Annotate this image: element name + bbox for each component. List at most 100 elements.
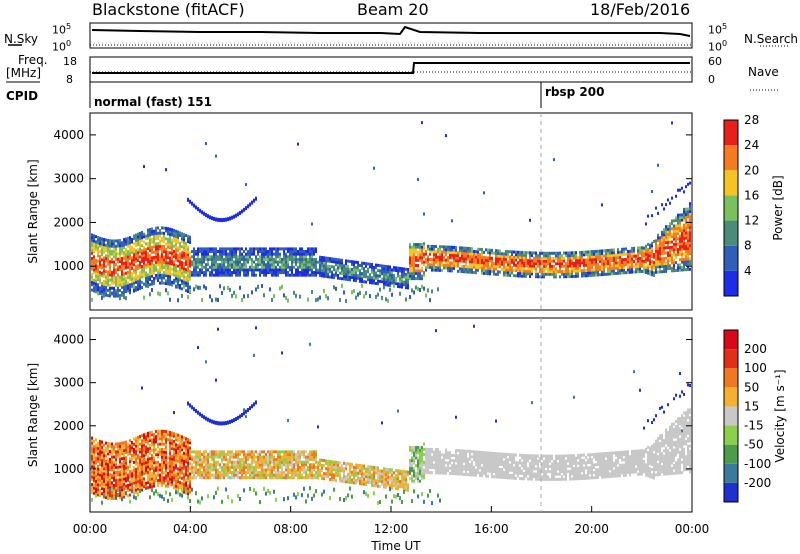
data-cell bbox=[149, 272, 151, 276]
data-cell bbox=[303, 265, 305, 269]
data-cell bbox=[111, 496, 113, 500]
data-cell bbox=[389, 278, 391, 282]
data-cell bbox=[197, 499, 199, 504]
data-cell bbox=[535, 262, 537, 266]
data-cell bbox=[523, 261, 525, 265]
data-cell bbox=[145, 258, 147, 262]
data-cell bbox=[157, 437, 159, 441]
data-cell bbox=[323, 258, 325, 262]
data-cell bbox=[147, 460, 149, 464]
data-cell bbox=[175, 274, 177, 278]
data-cell bbox=[243, 273, 245, 277]
data-cell bbox=[487, 248, 489, 252]
data-cell bbox=[141, 441, 143, 445]
data-cell bbox=[315, 265, 317, 269]
data-cell bbox=[255, 476, 257, 480]
data-cell bbox=[561, 254, 563, 258]
data-cell bbox=[177, 449, 179, 453]
data-cell bbox=[243, 455, 245, 459]
data-cell bbox=[579, 266, 581, 270]
data-cell bbox=[165, 479, 167, 483]
data-cell bbox=[227, 420, 229, 425]
data-cell bbox=[203, 455, 205, 459]
data-cell bbox=[223, 286, 225, 291]
data-cell bbox=[161, 452, 163, 456]
data-cell bbox=[271, 473, 273, 477]
data-cell bbox=[211, 463, 213, 467]
data-cell bbox=[217, 473, 219, 477]
data-cell bbox=[665, 230, 667, 234]
data-cell bbox=[257, 247, 259, 251]
data-cell bbox=[133, 260, 135, 264]
data-cell bbox=[287, 298, 289, 303]
data-cell bbox=[273, 268, 275, 272]
data-cell bbox=[125, 445, 127, 449]
data-cell bbox=[495, 254, 497, 258]
data-cell bbox=[243, 463, 245, 467]
data-cell bbox=[153, 435, 155, 439]
data-cell bbox=[465, 249, 467, 253]
data-cell bbox=[143, 482, 145, 486]
data-cell bbox=[161, 460, 163, 464]
data-cell bbox=[409, 250, 411, 254]
data-cell bbox=[491, 269, 493, 273]
data-cell bbox=[111, 249, 113, 253]
data-cell bbox=[393, 283, 395, 288]
data-cell bbox=[169, 443, 171, 447]
data-cell bbox=[169, 477, 171, 481]
data-cell bbox=[645, 250, 647, 254]
data-cell bbox=[271, 268, 273, 272]
data-cell bbox=[619, 266, 621, 270]
data-cell bbox=[93, 473, 95, 477]
data-cell bbox=[161, 440, 163, 444]
data-cell bbox=[377, 279, 379, 283]
data-cell bbox=[149, 283, 151, 287]
data-cell bbox=[255, 468, 257, 472]
data-cell bbox=[657, 211, 659, 215]
data-cell bbox=[347, 270, 349, 274]
data-cell bbox=[581, 274, 583, 278]
data-cell bbox=[473, 255, 475, 259]
data-cell bbox=[127, 473, 129, 477]
data-cell bbox=[565, 275, 567, 279]
data-cell bbox=[375, 274, 377, 278]
data-cell bbox=[135, 286, 137, 290]
data-cell bbox=[149, 495, 151, 500]
data-cell bbox=[161, 465, 163, 469]
data-cell bbox=[169, 259, 171, 263]
data-cell bbox=[147, 465, 149, 469]
data-cell bbox=[137, 461, 139, 465]
data-cell bbox=[485, 269, 487, 273]
data-cell bbox=[281, 463, 283, 467]
data-cell bbox=[103, 469, 105, 473]
data-cell bbox=[149, 470, 151, 474]
data-cell bbox=[573, 269, 575, 273]
data-cell bbox=[139, 273, 141, 277]
data-cell bbox=[623, 271, 625, 275]
data-cell bbox=[115, 281, 117, 285]
data-cell bbox=[419, 250, 421, 254]
data-cell bbox=[199, 412, 201, 417]
data-cell bbox=[265, 273, 267, 277]
data-cell bbox=[399, 274, 401, 278]
data-cell bbox=[181, 263, 183, 267]
data-cell bbox=[115, 442, 117, 446]
data-cell bbox=[455, 251, 457, 255]
data-cell bbox=[239, 268, 241, 272]
data-cell bbox=[181, 250, 183, 254]
data-cell bbox=[99, 460, 101, 464]
data-cell bbox=[221, 471, 223, 475]
data-cell bbox=[121, 483, 123, 487]
data-cell bbox=[91, 452, 93, 456]
data-cell bbox=[679, 237, 681, 241]
data-cell bbox=[221, 273, 223, 277]
data-cell bbox=[139, 455, 141, 459]
data-cell bbox=[525, 272, 527, 276]
data-cell bbox=[123, 285, 125, 289]
data-cell bbox=[179, 437, 181, 441]
data-cell bbox=[451, 245, 453, 249]
data-cell bbox=[437, 287, 439, 292]
data-cell bbox=[131, 264, 133, 268]
data-cell bbox=[539, 270, 541, 274]
data-cell bbox=[141, 251, 143, 255]
